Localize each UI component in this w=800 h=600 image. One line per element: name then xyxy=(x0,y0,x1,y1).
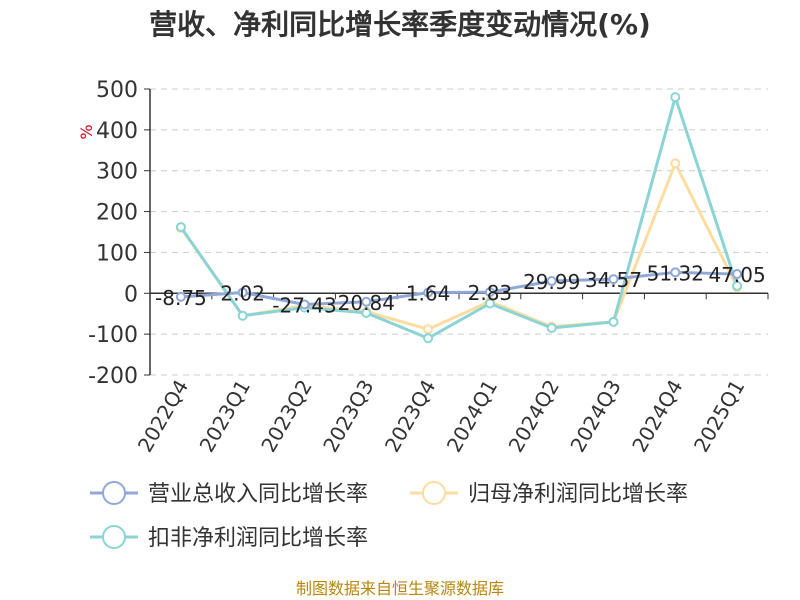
data-labels: -8.75 2.02 -27.43 20.84 1.64 2.83 29.99 34.57 51… xyxy=(155,261,766,317)
data-label: 29.99 xyxy=(523,270,580,294)
data-point-0[interactable] xyxy=(361,296,372,307)
x-tick-label: 2024Q4 xyxy=(627,376,687,457)
data-point-0[interactable] xyxy=(237,287,248,298)
y-tick-label: 200 xyxy=(96,201,138,226)
series-lines xyxy=(175,92,743,344)
data-label: 20.84 xyxy=(338,291,395,315)
axes xyxy=(144,88,769,376)
data-point-2[interactable] xyxy=(484,298,495,309)
legend-item-2[interactable]: 扣非净利润同比增长率 xyxy=(90,525,368,551)
data-label: 2.02 xyxy=(220,281,265,305)
legend-item-1[interactable]: 归母净利润同比增长率 xyxy=(410,481,688,507)
x-tick-label: 2023Q3 xyxy=(318,376,378,457)
y-tick-label: -100 xyxy=(88,323,138,348)
data-point-0[interactable] xyxy=(732,269,743,280)
data-point-1[interactable] xyxy=(423,324,434,335)
data-point-0[interactable] xyxy=(670,267,681,278)
x-tick-label: 2024Q3 xyxy=(565,376,625,457)
data-point-0[interactable] xyxy=(423,287,434,298)
data-point-2[interactable] xyxy=(670,92,681,103)
y-tick-label: 400 xyxy=(96,119,138,144)
data-point-0[interactable] xyxy=(546,276,557,287)
data-point-0[interactable] xyxy=(608,274,619,285)
data-point-0[interactable] xyxy=(175,291,186,302)
y-tick-label: 500 xyxy=(96,78,138,103)
y-tick-label: 300 xyxy=(96,160,138,185)
data-point-2[interactable] xyxy=(732,280,743,291)
data-point-2[interactable] xyxy=(608,316,619,327)
x-tick-label: 2023Q4 xyxy=(380,375,440,456)
x-tick-label: 2025Q1 xyxy=(689,376,749,457)
x-tick-label: 2024Q1 xyxy=(442,376,502,457)
data-point-2[interactable] xyxy=(237,310,248,321)
data-point-2[interactable] xyxy=(546,323,557,334)
x-tick-label: 2023Q2 xyxy=(256,376,316,457)
chart-title: 营收、净利同比增长率季度变动情况(%) xyxy=(149,8,651,41)
legend-label: 归母净利润同比增长率 xyxy=(468,482,688,507)
legend-marker xyxy=(422,481,446,505)
data-point-0[interactable] xyxy=(484,287,495,298)
y-tick-labels: 500 400 300 200 100 0 -100 -200 xyxy=(88,78,138,389)
data-point-2[interactable] xyxy=(361,307,372,318)
data-label: -27.43 xyxy=(272,293,336,317)
y-tick-label: -200 xyxy=(88,364,138,389)
legend-marker xyxy=(102,525,126,549)
x-tick-labels: 2022Q4 2023Q1 2023Q2 2023Q3 2023Q4 2024Q1 2024… xyxy=(133,375,750,456)
data-label: 2.83 xyxy=(468,281,513,305)
data-label: 34.57 xyxy=(585,268,642,292)
data-label: -8.75 xyxy=(155,286,207,310)
x-tick-label: 2023Q1 xyxy=(195,376,255,457)
grid-lines xyxy=(150,88,768,376)
x-tick-label: 2022Q4 xyxy=(133,376,193,457)
data-point-2[interactable] xyxy=(423,333,434,344)
data-point-2[interactable] xyxy=(175,222,186,233)
legend-label: 扣非净利润同比增长率 xyxy=(148,526,368,551)
data-point-1[interactable] xyxy=(670,158,681,169)
x-tick-label: 2024Q2 xyxy=(504,376,564,457)
data-point-0[interactable] xyxy=(299,299,310,310)
data-label: 47.05 xyxy=(708,263,765,287)
data-label: 1.64 xyxy=(406,282,451,306)
source-note: 制图数据来自恒生聚源数据库 xyxy=(296,579,504,598)
legend-marker xyxy=(102,481,126,505)
y-tick-label: 100 xyxy=(96,241,138,266)
legend-label: 营业总收入同比增长率 xyxy=(148,482,368,507)
y-tick-label: 0 xyxy=(124,282,138,307)
series-line-2 xyxy=(179,95,739,340)
y-axis-unit: % xyxy=(77,124,96,139)
series-line-0 xyxy=(180,270,738,306)
legend-item-0[interactable]: 营业总收入同比增长率 xyxy=(90,481,368,507)
data-label: 51.32 xyxy=(647,261,704,285)
